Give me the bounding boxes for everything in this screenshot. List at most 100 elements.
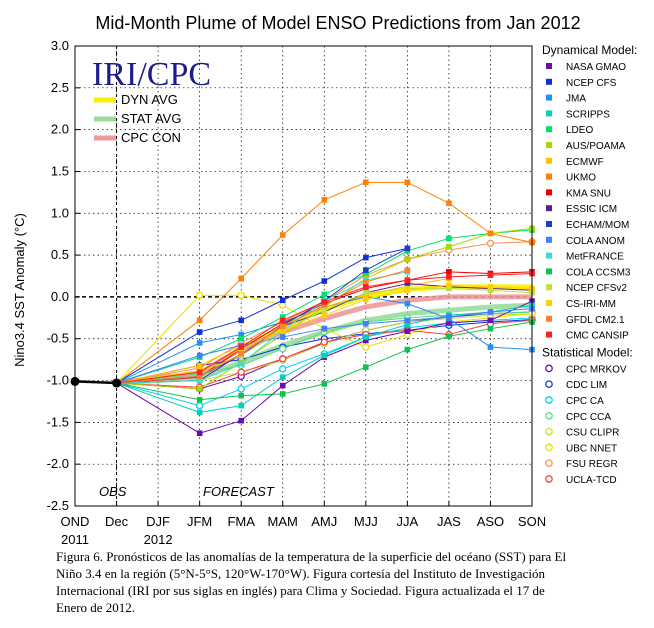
legend-marker <box>546 142 552 148</box>
logo-iri-cpc: IRI/CPC <box>92 56 211 93</box>
legend-label: JMA <box>566 94 586 105</box>
legend-label: AUS/POAMA <box>566 141 626 152</box>
model-point <box>195 291 204 299</box>
legend-label: MetFRANCE <box>566 252 624 263</box>
x-tick-label: MAM <box>268 514 298 529</box>
model-point <box>404 245 411 252</box>
model-point <box>196 362 203 369</box>
x-tick-label: Dec <box>105 514 129 529</box>
legend-marker <box>545 427 553 436</box>
y-tick-label: 1.0 <box>51 205 69 220</box>
series-lines <box>116 179 536 437</box>
model-line <box>116 304 533 413</box>
model-point <box>279 314 286 320</box>
average-legend: DYN AVG STAT AVG CPC CON <box>94 92 181 145</box>
legend-marker <box>546 78 552 85</box>
plot-frame <box>74 45 533 507</box>
obs-label: OBS <box>99 484 127 499</box>
legend-marker <box>546 300 552 306</box>
model-point <box>363 267 369 273</box>
model-point <box>404 346 411 353</box>
model-point <box>196 369 203 375</box>
legend-label: CPC CON <box>121 130 181 145</box>
legend-label: COLA ANOM <box>566 236 625 247</box>
model-point <box>279 327 286 334</box>
legend-label: NCEP CFS <box>566 78 617 89</box>
caption-line: Figura 6. Pronósticos de las anomalías d… <box>56 549 567 564</box>
x-tick-label: DJF <box>146 514 170 529</box>
model-point <box>363 296 369 303</box>
caption-line: Enero de 2012. <box>56 600 136 615</box>
model-line <box>116 319 533 388</box>
model-point <box>404 280 411 287</box>
model-point <box>487 230 494 237</box>
model-point <box>404 321 411 328</box>
model-point <box>363 337 369 344</box>
model-point <box>363 334 369 340</box>
model-point <box>404 267 411 273</box>
model-point <box>446 235 452 242</box>
legend-label: ECMWF <box>566 157 604 168</box>
model-point <box>446 274 452 280</box>
x-tick-label: JJA <box>397 514 419 529</box>
model-point <box>321 325 328 332</box>
legend-label: CMC CANSIP <box>566 331 629 342</box>
legend-label: UCLA-TCD <box>566 475 617 486</box>
legend-label: UBC NNET <box>566 443 617 454</box>
y-tick-label: 3.0 <box>51 38 69 53</box>
legend-label: SCRIPPS <box>566 109 610 120</box>
legend-label: CPC CCA <box>566 412 611 423</box>
enso-plume-chart: Mid-Month Plume of Model ENSO Prediction… <box>12 13 637 547</box>
model-point <box>487 317 494 324</box>
model-line <box>116 272 533 384</box>
legend-marker <box>546 205 552 212</box>
legend-marker <box>545 443 553 452</box>
legend-label: FSU REGR <box>566 459 618 470</box>
legend-marker <box>546 94 552 101</box>
model-point <box>446 320 452 326</box>
legend-label: ECHAM/MOM <box>566 220 629 231</box>
model-line <box>116 308 533 384</box>
model-point <box>487 272 494 278</box>
y-tick-label: 2.0 <box>51 122 69 137</box>
model-point <box>321 381 328 387</box>
model-point <box>279 391 286 397</box>
model-point <box>279 345 287 353</box>
model-point <box>238 275 244 282</box>
model-point <box>279 323 286 329</box>
model-point <box>363 364 369 370</box>
y-tick-label: 2.5 <box>51 80 69 95</box>
model-point <box>363 271 369 278</box>
model-point <box>237 291 245 299</box>
model-point <box>279 301 287 309</box>
year-label: 2012 <box>144 532 173 547</box>
model-point <box>404 179 411 186</box>
model-point <box>446 200 452 207</box>
y-tick-label: -0.5 <box>47 331 69 346</box>
legend-label: CPC CA <box>566 396 604 407</box>
legend-label: NCEP CFSv2 <box>566 283 627 294</box>
model-point <box>404 256 411 263</box>
model-point <box>196 396 203 403</box>
model-point <box>404 300 411 307</box>
legend-marker <box>546 126 552 133</box>
model-line <box>116 181 533 384</box>
legend-label: CS-IRI-MM <box>566 299 616 310</box>
legend-label: STAT AVG <box>121 111 181 126</box>
model-point <box>196 373 203 380</box>
legend-label: COLA CCSM3 <box>566 267 631 278</box>
legend-marker <box>546 173 552 180</box>
model-line <box>116 313 533 384</box>
model-point <box>404 317 411 324</box>
legend-heading-dynamical: Dynamical Model: <box>542 43 637 57</box>
model-point <box>487 287 494 294</box>
model-point <box>238 402 244 409</box>
model-legend: Dynamical Model: NASA GMAO NCEP CFS JMA SCRI… <box>542 43 637 486</box>
x-tick-label: AMJ <box>311 514 337 529</box>
legend-marker <box>546 189 552 196</box>
model-point <box>404 287 411 294</box>
model-point <box>363 279 369 285</box>
forecast-label: FORECAST <box>203 484 275 499</box>
caption-line: Internacional (IRI por sus siglas en ing… <box>56 583 545 598</box>
model-point <box>238 361 244 367</box>
